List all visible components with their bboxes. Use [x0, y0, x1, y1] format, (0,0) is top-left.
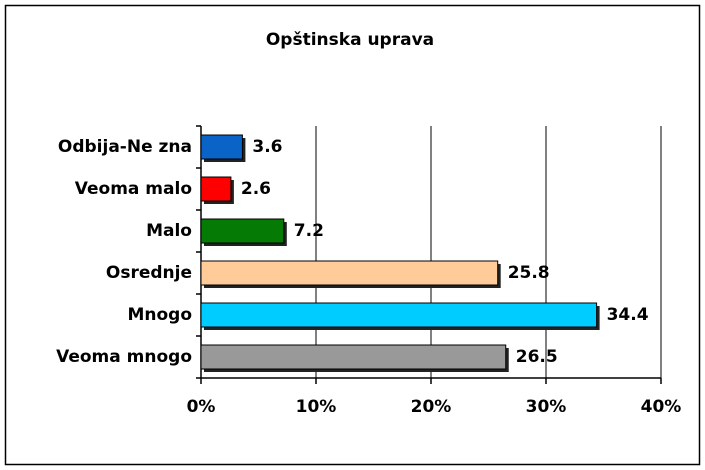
bar	[200, 134, 243, 160]
x-tick-label: 30%	[526, 397, 567, 417]
data-label: 7.2	[294, 221, 324, 241]
bar	[200, 344, 507, 370]
data-label: 3.6	[252, 137, 282, 157]
bar	[200, 260, 499, 286]
y-tick-label: Odbija-Ne zna	[58, 137, 192, 157]
bar	[200, 176, 232, 202]
y-tick-label: Malo	[146, 221, 192, 241]
y-tick-label: Veoma malo	[75, 179, 192, 199]
y-tick-label: Mnogo	[127, 305, 192, 325]
y-tick-label: Osrednje	[106, 263, 192, 283]
chart-title: Opštinska uprava	[266, 30, 434, 50]
x-tick-label: 0%	[187, 397, 216, 417]
x-tick-label: 10%	[296, 397, 337, 417]
data-label: 2.6	[241, 179, 271, 199]
x-tick-label: 20%	[411, 397, 452, 417]
bar	[200, 218, 285, 244]
chart-frame	[4, 4, 701, 466]
y-tick-label: Veoma mnogo	[56, 347, 192, 367]
bar	[200, 302, 598, 328]
x-tick-label: 40%	[641, 397, 682, 417]
data-label: 26.5	[516, 347, 558, 367]
data-label: 34.4	[607, 305, 649, 325]
data-label: 25.8	[508, 263, 550, 283]
